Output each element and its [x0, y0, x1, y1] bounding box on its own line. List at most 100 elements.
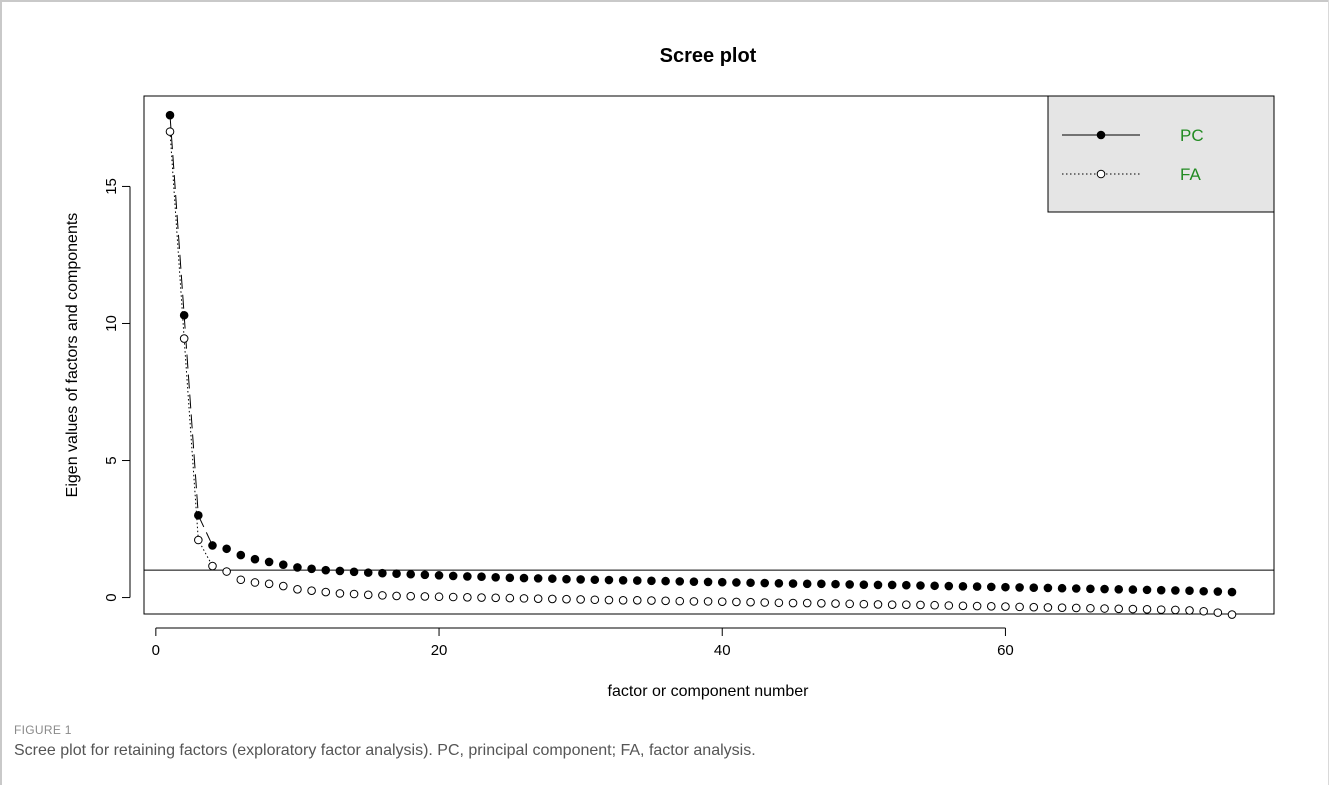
point-FA-71 [1156, 605, 1166, 614]
point-FA-53 [902, 600, 911, 609]
point-FA-58 [972, 601, 982, 611]
point-FA-49 [845, 599, 854, 609]
plot-area [143, 95, 1275, 615]
point-PC-74 [1199, 586, 1208, 596]
point-FA-5 [222, 567, 231, 576]
point-FA-60 [1001, 602, 1010, 611]
point-PC-7 [250, 554, 260, 564]
y-tick-label-10: 10 [103, 315, 120, 332]
point-FA-54 [916, 600, 925, 610]
point-PC-39 [703, 577, 713, 587]
point-PC-32 [604, 575, 614, 585]
point-PC-63 [1043, 583, 1053, 593]
point-FA-23 [477, 593, 486, 602]
point-FA-20 [434, 592, 444, 602]
point-PC-29 [562, 574, 571, 584]
point-PC-65 [1071, 584, 1081, 593]
x-tick-label-0: 0 [152, 642, 160, 659]
point-FA-63 [1043, 603, 1053, 612]
point-PC-17 [392, 569, 401, 579]
point-PC-72 [1171, 586, 1180, 595]
point-PC-13 [335, 566, 345, 576]
x-tick-label-40: 40 [714, 642, 731, 659]
point-FA-3 [194, 535, 203, 545]
legend-pc-marker [1096, 130, 1106, 140]
point-PC-67 [1100, 584, 1109, 594]
point-PC-50 [859, 580, 869, 589]
point-FA-13 [335, 589, 345, 598]
point-FA-61 [1015, 602, 1024, 612]
point-PC-12 [321, 565, 331, 575]
point-FA-72 [1171, 605, 1180, 615]
point-FA-28 [548, 594, 557, 604]
point-FA-12 [321, 587, 331, 597]
point-PC-35 [647, 576, 656, 586]
point-PC-6 [236, 550, 246, 560]
series-line-FA [169, 131, 213, 567]
series-PC [165, 110, 1237, 597]
figure-label: FIGURE 1 [14, 723, 72, 737]
point-FA-76 [1227, 610, 1237, 619]
point-PC-70 [1142, 585, 1152, 595]
point-FA-18 [406, 591, 416, 601]
point-PC-64 [1057, 583, 1067, 593]
point-FA-75 [1213, 608, 1223, 617]
point-FA-73 [1185, 606, 1194, 615]
series-layer [165, 110, 1237, 619]
scree-plot-chart: Scree plot 0 20 40 60 0 5 10 15 PC FA factor or… [64, 45, 1275, 700]
point-FA-4 [208, 561, 217, 571]
point-PC-15 [363, 568, 373, 577]
chart-title: Scree plot [660, 45, 757, 67]
point-PC-53 [902, 580, 911, 590]
point-FA-50 [859, 599, 869, 609]
point-PC-69 [1128, 585, 1138, 594]
point-FA-17 [392, 591, 401, 601]
point-PC-75 [1213, 587, 1223, 596]
point-FA-1 [165, 127, 175, 136]
point-PC-55 [930, 581, 939, 591]
point-FA-29 [562, 594, 571, 604]
point-PC-57 [958, 582, 968, 591]
y-axis-label: Eigen values of factors and components [64, 213, 81, 498]
point-FA-32 [604, 595, 614, 605]
point-PC-18 [406, 569, 416, 579]
point-PC-61 [1015, 583, 1024, 592]
y-tick-label-15: 15 [103, 178, 120, 195]
point-FA-62 [1029, 602, 1039, 612]
point-FA-68 [1114, 604, 1124, 614]
point-PC-24 [491, 572, 500, 582]
point-PC-40 [717, 577, 727, 587]
point-PC-20 [434, 571, 444, 580]
point-PC-60 [1001, 582, 1010, 592]
point-PC-25 [505, 573, 515, 583]
point-PC-36 [661, 576, 670, 586]
legend-box [1047, 95, 1275, 213]
point-PC-49 [845, 580, 854, 589]
point-FA-48 [831, 599, 840, 608]
point-PC-5 [222, 544, 231, 554]
point-PC-47 [817, 579, 826, 589]
point-FA-6 [236, 575, 246, 585]
point-FA-34 [632, 595, 642, 605]
point-FA-37 [675, 596, 685, 606]
point-FA-59 [986, 602, 996, 611]
point-FA-15 [363, 590, 373, 600]
point-PC-68 [1114, 585, 1124, 594]
point-FA-67 [1100, 604, 1109, 613]
point-FA-74 [1199, 606, 1208, 616]
point-PC-37 [675, 577, 685, 586]
point-PC-14 [349, 567, 359, 577]
point-FA-8 [264, 579, 274, 589]
point-PC-54 [916, 581, 925, 590]
point-FA-21 [448, 592, 458, 602]
point-PC-16 [378, 568, 387, 578]
point-PC-19 [420, 570, 430, 580]
point-PC-58 [972, 582, 982, 591]
point-FA-11 [307, 586, 316, 596]
point-FA-42 [746, 597, 755, 607]
point-FA-33 [618, 595, 628, 605]
point-FA-65 [1071, 603, 1081, 613]
point-PC-2 [179, 310, 189, 320]
point-FA-70 [1142, 605, 1152, 614]
axes: 0 20 40 60 0 5 10 15 [103, 178, 1014, 659]
